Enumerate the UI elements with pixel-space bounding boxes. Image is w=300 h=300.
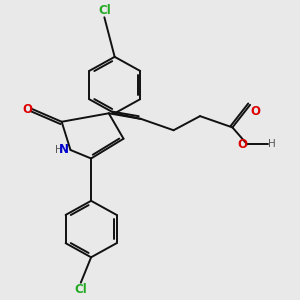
Text: O: O <box>22 103 32 116</box>
Text: Cl: Cl <box>74 283 87 296</box>
Text: H: H <box>268 140 275 149</box>
Text: H: H <box>56 145 63 155</box>
Text: N: N <box>59 143 69 157</box>
Text: O: O <box>237 138 247 151</box>
Text: Cl: Cl <box>98 4 111 17</box>
Text: O: O <box>250 105 260 118</box>
